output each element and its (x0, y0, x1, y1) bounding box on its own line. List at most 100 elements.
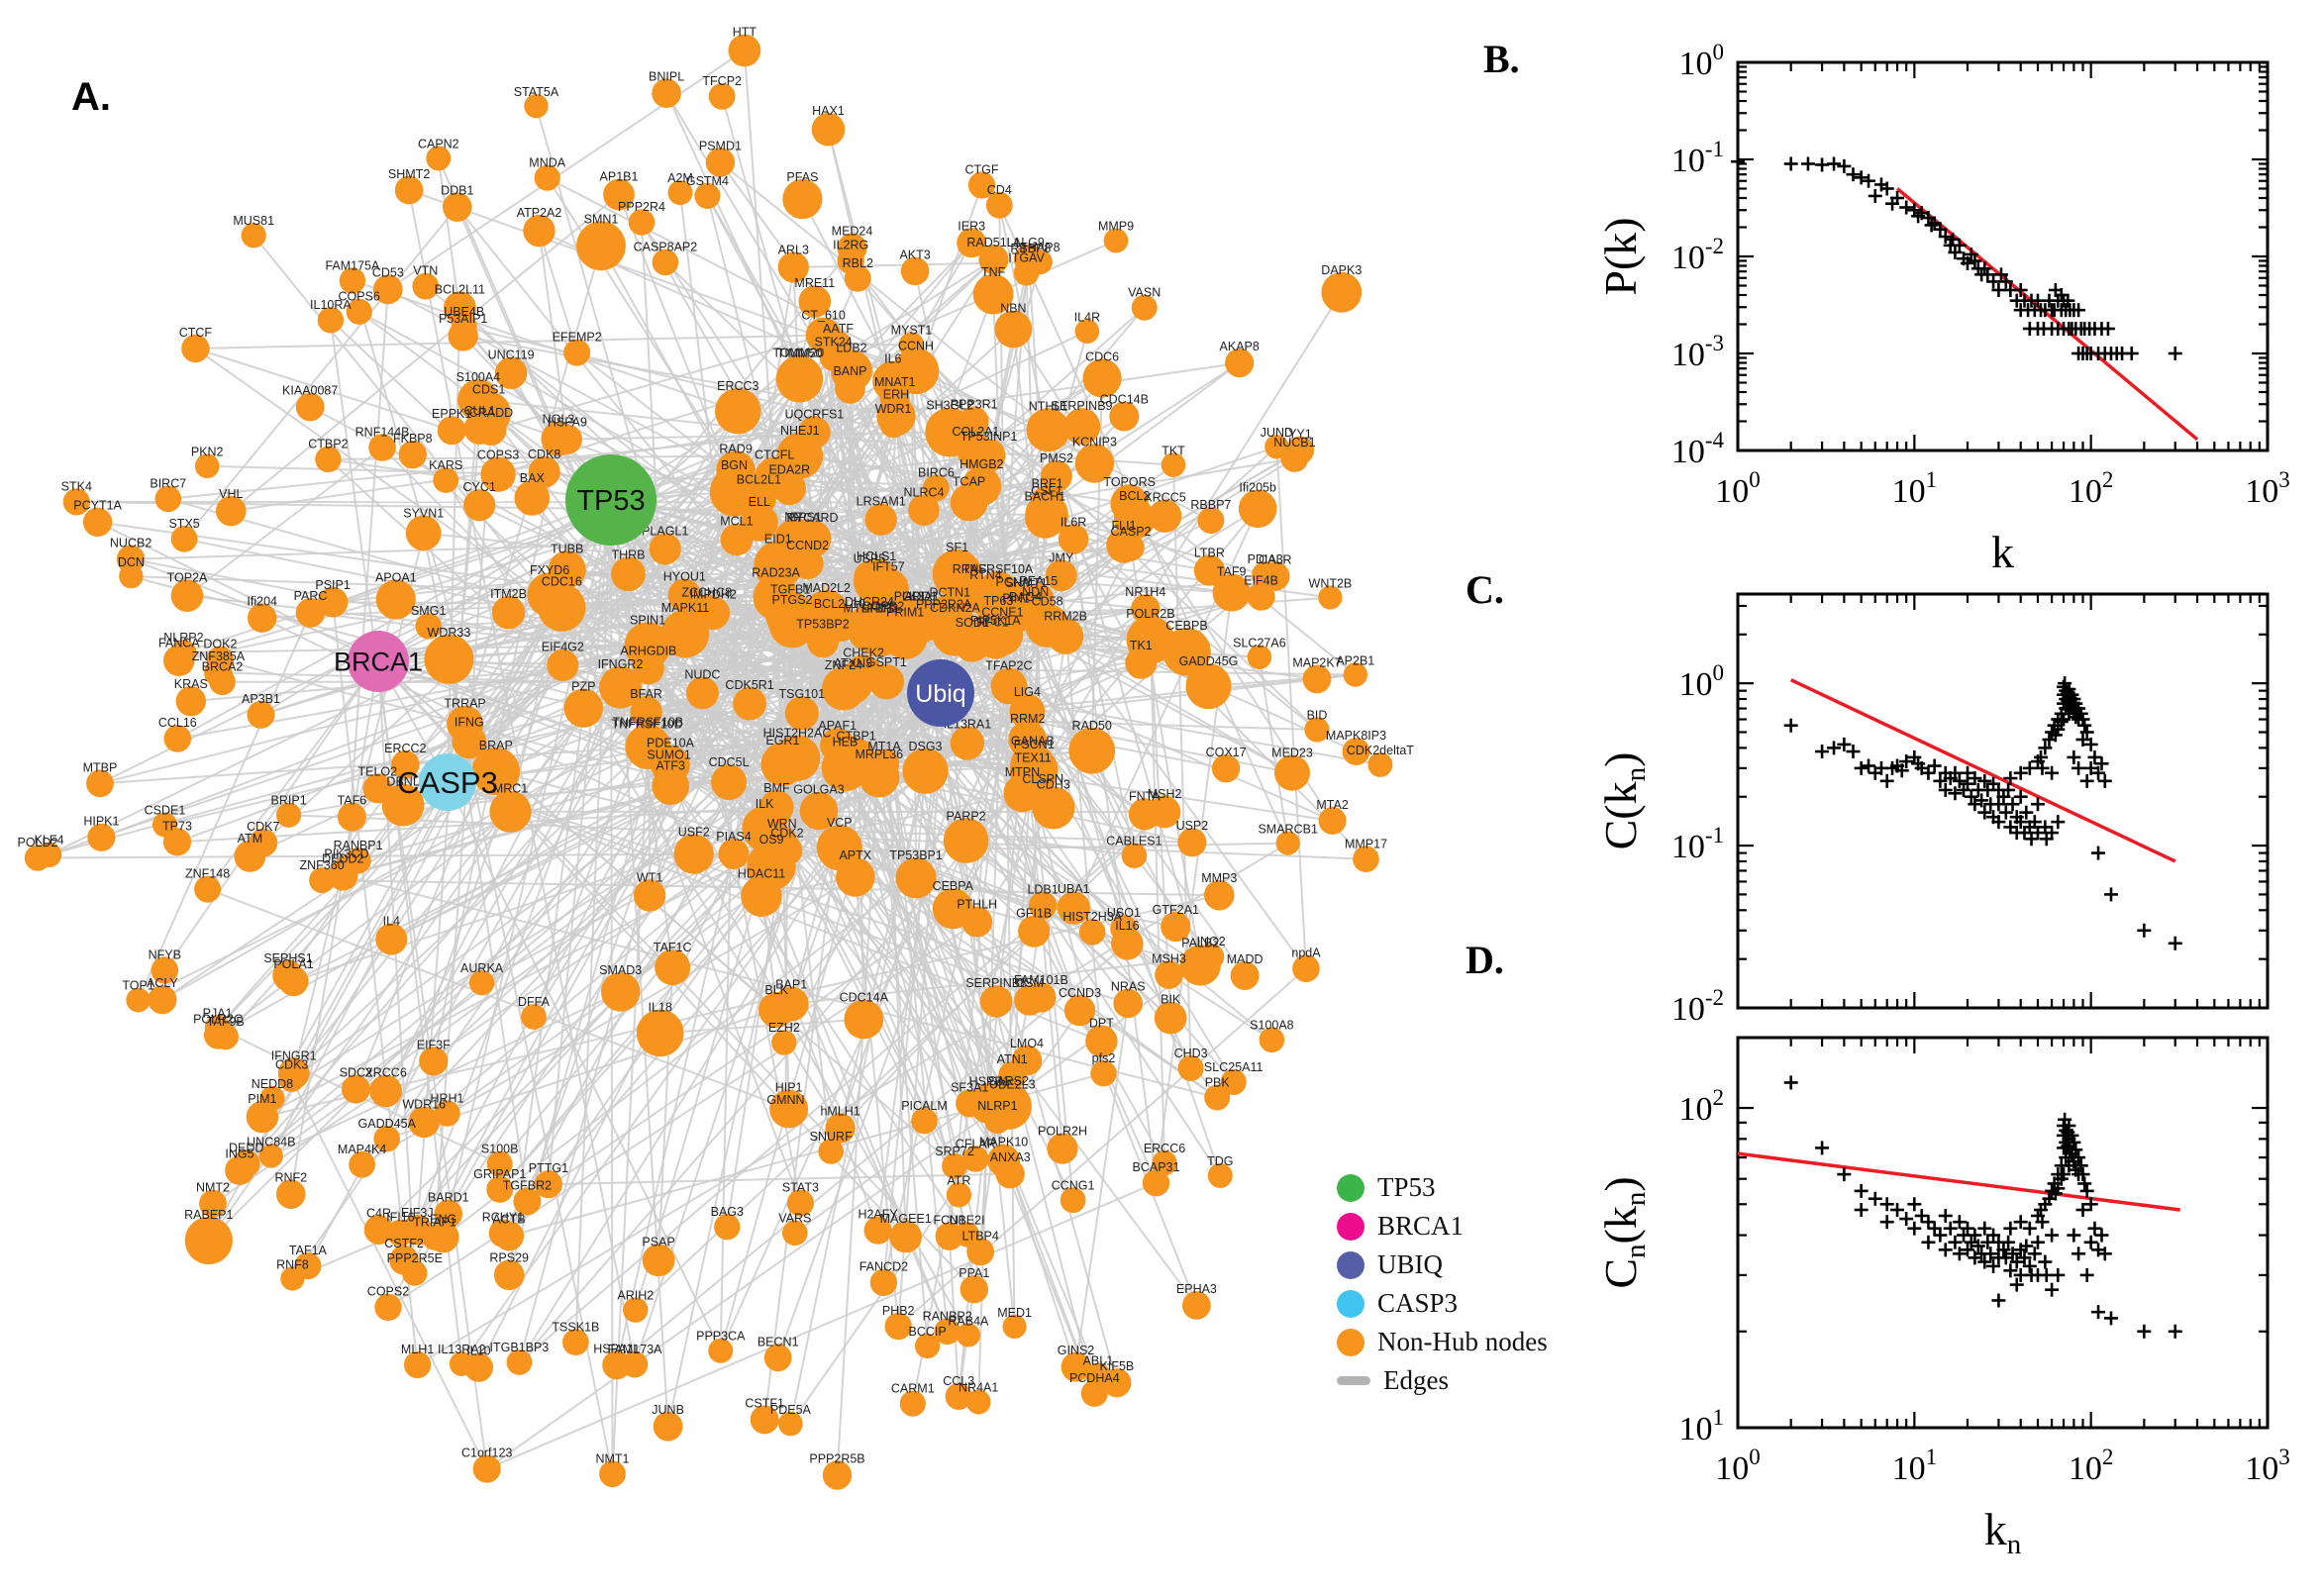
node-label: BIRC6 (918, 466, 955, 480)
network-node (374, 1293, 402, 1322)
node-label: MSH3 (1152, 951, 1186, 965)
node-label: UBA1 (1058, 882, 1090, 896)
node-label: EIF3J (401, 1206, 434, 1220)
legend: TP53 BRCA1 UBIQ CASP3 Non-Hub nodes Edge… (1337, 1168, 1574, 1400)
node-label: FAM175A (325, 258, 380, 272)
ubiq-swatch-icon (1337, 1250, 1364, 1279)
network-node (651, 745, 690, 785)
network-node (633, 879, 666, 912)
node-label: MAD2L2 (802, 581, 851, 595)
network-node (206, 646, 234, 673)
node-label: CDH3 (1037, 777, 1070, 791)
node-label: ING5 (225, 1147, 253, 1160)
node-label: DCN (118, 555, 145, 569)
node-label: TK1 (1130, 639, 1153, 652)
tick-label: 101 (1679, 1405, 1725, 1447)
node-label: COPB2 (862, 599, 904, 613)
network-node (86, 769, 114, 798)
node-label: PTHLH (957, 898, 997, 912)
network-node (957, 228, 987, 258)
node-label: PSIP1 (315, 578, 350, 592)
network-node (599, 665, 642, 709)
node-label: BRAP (479, 739, 513, 752)
node-label: KLF4 (35, 834, 64, 848)
node-label: PTGS2 (772, 593, 813, 607)
network-node (426, 146, 452, 171)
network-edge (447, 307, 461, 783)
node-label: BIK (1161, 993, 1181, 1007)
tick-label: 101 (1892, 467, 1938, 510)
node-label: WNT2B (1309, 576, 1353, 590)
network-node (126, 987, 151, 1013)
node-label: CYC1 (463, 480, 496, 494)
node-label: CDC6 (1085, 349, 1119, 363)
node-label: PPP3R1 (951, 398, 998, 412)
hubs-layer: TP53 BRCA1 Ubiq CASP3 (334, 454, 974, 811)
node-label: POLR2C (193, 1012, 243, 1026)
tick-label: 102 (2069, 1445, 2114, 1487)
node-label: PIM1 (248, 1092, 276, 1106)
network-node (1252, 561, 1279, 589)
node-label: PSAP (642, 1236, 674, 1249)
network-node (652, 249, 679, 276)
node-label: MTA2 (1316, 798, 1348, 812)
network-node (468, 970, 495, 996)
network-edge (975, 450, 1174, 466)
node-label: LDB1 (1027, 883, 1058, 897)
node-label: RBL2 (843, 256, 873, 270)
node-label: MTPN (1005, 765, 1040, 779)
node-label: PPA1 (959, 1266, 989, 1280)
node-label: PALB2 (1181, 936, 1219, 949)
network-node (632, 652, 664, 685)
network-node (534, 1170, 563, 1199)
network-edge (216, 371, 800, 1029)
network-node (667, 180, 693, 206)
network-node (248, 603, 277, 633)
network-edge (988, 454, 1210, 571)
network-node (1274, 754, 1310, 791)
network-node (1247, 645, 1272, 669)
fit-line (1895, 187, 2199, 442)
network-node (1026, 408, 1070, 452)
network-node (444, 291, 476, 325)
network-node (979, 985, 1013, 1018)
node-label: PLAGL1 (642, 524, 688, 538)
node-label: KRAS (174, 677, 208, 691)
tp53-swatch-icon (1337, 1173, 1364, 1202)
network-edge (261, 710, 1028, 1118)
node-label: PZP (571, 679, 595, 693)
node-label: DAPK3 (1321, 263, 1362, 277)
network-node (960, 1275, 988, 1304)
node-label: HIST2H3A (1062, 910, 1122, 924)
network-node (889, 1220, 922, 1253)
node-label: SERPINB8 (965, 976, 1027, 990)
legend-item-label: BRCA1 (1377, 1211, 1464, 1241)
node-label: SMN1 (584, 212, 619, 226)
node-label: SLC25A11 (1204, 1060, 1263, 1074)
node-label: IL4 (383, 915, 400, 929)
node-label: BMF (763, 781, 790, 795)
node-label: COPS3 (477, 449, 519, 462)
network-node (911, 1107, 938, 1135)
network-node (472, 1454, 501, 1483)
node-label: CSDE1 (145, 804, 186, 818)
network-node (623, 1297, 649, 1323)
network-node (1103, 228, 1129, 253)
node-label: EID1 (764, 532, 792, 546)
network-node (457, 379, 499, 421)
network-node (984, 1107, 1011, 1135)
network-edge (239, 990, 622, 1172)
node-label: CASP2 (1111, 525, 1152, 539)
network-node (1128, 798, 1161, 831)
network-node (434, 1100, 460, 1127)
data-points (1783, 676, 2182, 950)
network-node (1197, 507, 1225, 535)
network-node (709, 467, 759, 517)
network-node (494, 356, 528, 390)
node-label: DDB1 (441, 183, 473, 197)
network-node (341, 1074, 370, 1104)
network-node (705, 148, 736, 177)
protein-interaction-network: TCAP Ifi204 H2AFY ZCCHC8 CDS1 hMLH1 MRPL36 BAP1… (18, 26, 1414, 1490)
network-edge (839, 770, 927, 1129)
network-edge (789, 1010, 1081, 1425)
